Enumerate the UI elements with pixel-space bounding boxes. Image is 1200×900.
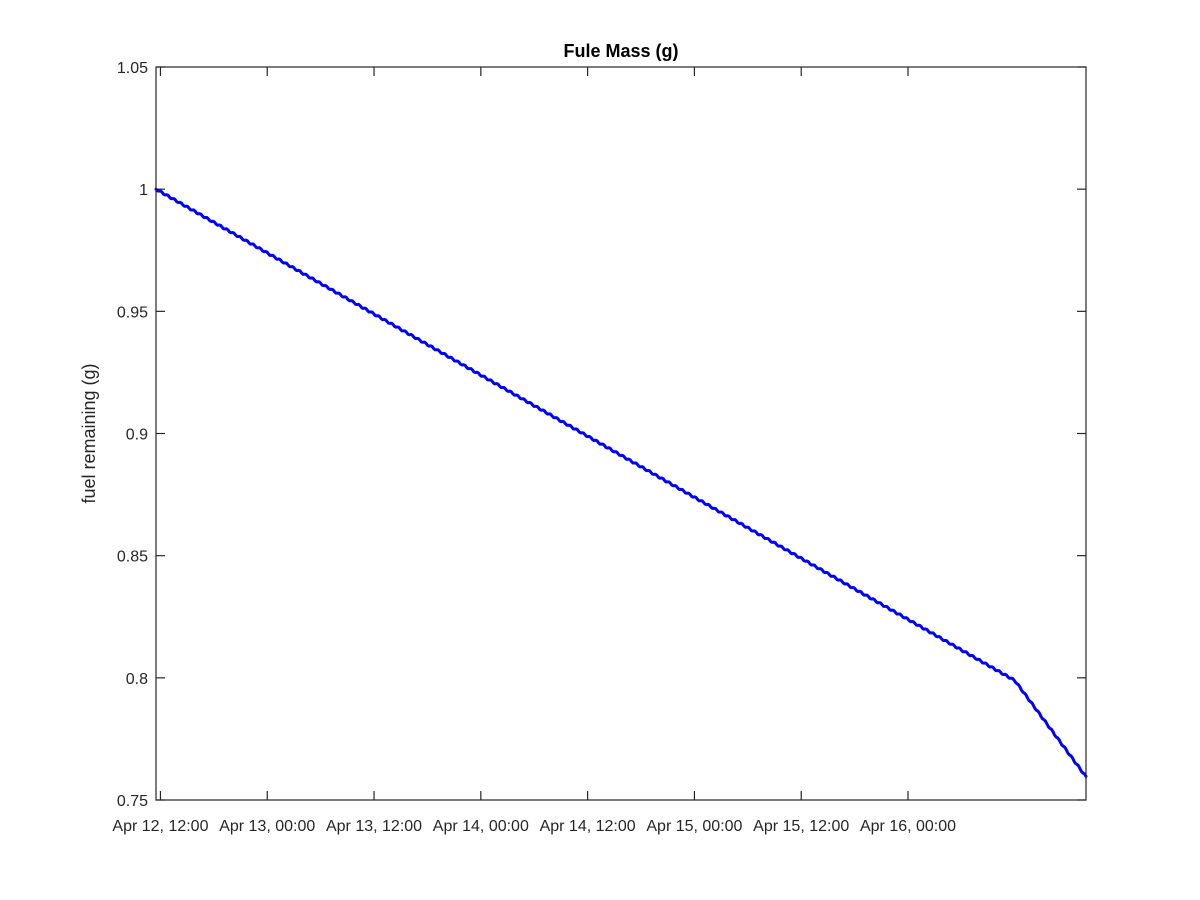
- x-axis-ticks: [159, 67, 909, 800]
- y-tick-label: 0.75: [117, 793, 148, 810]
- series-line: [154, 187, 1088, 778]
- x-tick-label: Apr 13, 12:00: [326, 818, 422, 835]
- x-tick-label: Apr 16, 00:00: [860, 818, 956, 835]
- y-axis-label: fuel remaining (g): [79, 363, 99, 503]
- y-tick-label: 0.8: [126, 671, 148, 688]
- y-tick-label: 0.95: [117, 304, 148, 321]
- plot-frame: [155, 66, 1087, 801]
- x-axis-tick-labels: Apr 12, 12:00 Apr 13, 00:00 Apr 13, 12:00 A…: [112, 818, 956, 835]
- y-axis-tick-labels: 0.75 0.8 0.85 0.9 0.95 1 1.05: [117, 60, 148, 810]
- y-tick-label: 0.85: [117, 549, 148, 566]
- x-tick-label: Apr 15, 12:00: [753, 818, 849, 835]
- chart-title: Fule Mass (g): [563, 41, 678, 61]
- x-tick-label: Apr 12, 12:00: [112, 818, 208, 835]
- x-tick-label: Apr 15, 00:00: [646, 818, 742, 835]
- y-tick-label: 1: [139, 182, 148, 199]
- x-tick-label: Apr 13, 00:00: [219, 818, 315, 835]
- y-tick-label: 1.05: [117, 60, 148, 77]
- x-tick-label: Apr 14, 00:00: [433, 818, 529, 835]
- x-tick-label: Apr 14, 12:00: [540, 818, 636, 835]
- plot-area: [156, 67, 1086, 800]
- y-tick-label: 0.9: [126, 427, 148, 444]
